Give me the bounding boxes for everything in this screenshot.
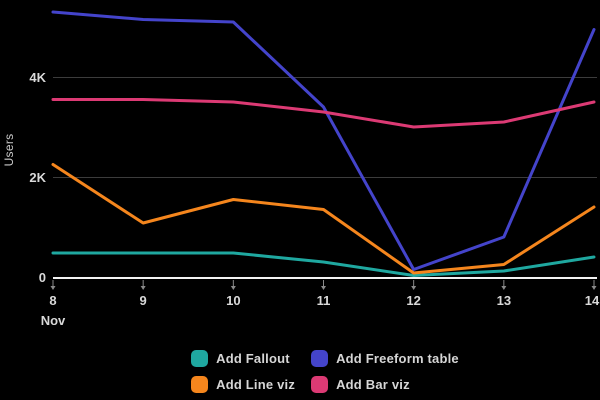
x-tick-label: 9 [140,293,147,308]
legend-label-add-line-viz: Add Line viz [216,377,296,392]
legend-label-add-fallout: Add Fallout [216,351,290,366]
legend-item-add-fallout[interactable]: Add Fallout [191,350,295,367]
series-line-add-bar-viz[interactable] [51,98,596,129]
legend-swatch-add-fallout [191,350,209,367]
y-axis-title: Users [2,134,16,167]
y-tick-label: 4K [29,70,46,85]
y-tick-label: 0 [39,270,46,285]
x-tick-arrow-icon [591,286,597,290]
x-tick-label: 10 [226,293,240,308]
series-line-add-line-viz[interactable] [51,163,596,275]
legend-swatch-add-line-viz [191,376,209,393]
legend-label-add-bar-viz: Add Bar viz [336,377,410,392]
series-line-add-fallout[interactable] [51,251,596,277]
x-tick-arrow-icon [230,286,236,290]
legend-label-add-freeform-table: Add Freeform table [336,351,459,366]
x-tick-arrow-icon [501,286,507,290]
x-tick-label: 13 [497,293,511,308]
legend-swatch-add-freeform-table [311,350,329,367]
legend-item-add-line-viz[interactable]: Add Line viz [191,376,295,393]
x-tick-label: 11 [317,293,331,308]
y-tick-label: 2K [29,170,46,185]
x-tick-label: 14 [585,293,600,308]
x-tick-label: 12 [406,293,420,308]
x-tick-arrow-icon [321,286,326,290]
x-tick-arrow-icon [140,286,146,290]
legend-item-add-bar-viz[interactable]: Add Bar viz [311,376,459,393]
x-axis-month-label: Nov [41,313,66,328]
x-tick-arrow-icon [411,286,417,290]
legend-item-add-freeform-table[interactable]: Add Freeform table [311,350,459,367]
x-tick-arrow-icon [50,286,56,290]
series-line-add-freeform-table[interactable] [51,10,596,271]
chart-legend: Add Fallout Add Freeform table Add Line … [53,350,597,393]
x-tick-label: 8 [49,293,56,308]
legend-swatch-add-bar-viz [311,376,329,393]
